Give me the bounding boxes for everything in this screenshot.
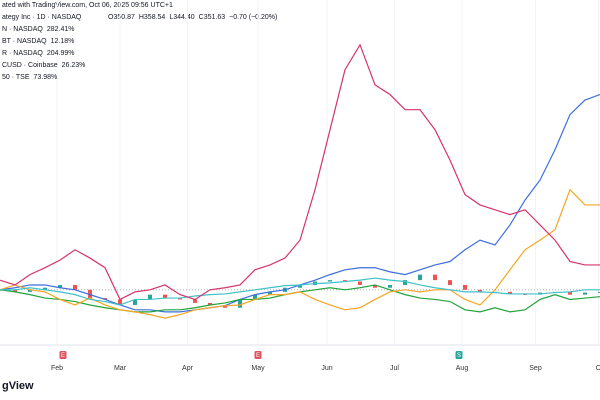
legend-name: CUSD · Coinbase bbox=[2, 62, 58, 69]
candle bbox=[343, 280, 347, 282]
candle bbox=[178, 298, 182, 300]
x-tick-label: Jul bbox=[390, 365, 399, 372]
ohlc-value: C351.63 bbox=[199, 14, 226, 21]
ohlc-value: −0.70 (−0.20%) bbox=[229, 14, 277, 21]
x-tick-label: Apr bbox=[182, 365, 194, 372]
candle bbox=[403, 280, 407, 285]
x-tick-label: Mar bbox=[114, 365, 127, 372]
legend-change: 204.99% bbox=[47, 50, 75, 57]
candle bbox=[28, 289, 32, 292]
candle bbox=[448, 280, 452, 285]
legend-change: 282.41% bbox=[47, 26, 75, 33]
candle bbox=[43, 287, 47, 290]
candle bbox=[388, 284, 392, 288]
candle bbox=[358, 281, 362, 285]
x-tick-label: Feb bbox=[51, 365, 63, 372]
x-tick-label: May bbox=[251, 365, 265, 372]
event-label: E bbox=[61, 353, 65, 359]
candle bbox=[163, 294, 167, 299]
header-symbol: ategy Inc · 1D · NASDAQ bbox=[2, 14, 82, 21]
candle bbox=[583, 292, 587, 295]
candle bbox=[73, 284, 77, 290]
x-tick-label: Sep bbox=[529, 365, 542, 372]
candle bbox=[238, 299, 242, 308]
ohlc-value: O350.87 bbox=[108, 14, 135, 21]
candle bbox=[88, 289, 92, 299]
candle bbox=[118, 299, 122, 305]
series-line bbox=[0, 43, 600, 301]
legend-name: BT · NASDAQ bbox=[2, 38, 47, 45]
candle bbox=[193, 299, 197, 303]
legend-name: 50 · TSE bbox=[2, 74, 30, 81]
candle bbox=[508, 291, 512, 294]
candle bbox=[133, 299, 137, 305]
candle bbox=[418, 274, 422, 281]
candle bbox=[433, 274, 437, 281]
candle bbox=[373, 284, 377, 288]
candle bbox=[328, 280, 332, 282]
candle bbox=[253, 294, 257, 300]
candle bbox=[568, 291, 572, 295]
candle bbox=[463, 284, 467, 290]
candle bbox=[58, 284, 62, 288]
ohlc-value: H358.54 bbox=[139, 14, 166, 21]
legend-name: R · NASDAQ bbox=[2, 50, 43, 57]
legend-name: N · NASDAQ bbox=[2, 26, 43, 33]
candle bbox=[268, 291, 272, 295]
event-label: E bbox=[256, 353, 260, 359]
candle bbox=[103, 298, 107, 300]
candle bbox=[223, 304, 227, 308]
candle bbox=[478, 289, 482, 293]
candle bbox=[598, 291, 600, 293]
event-badge bbox=[455, 351, 463, 359]
x-tick-label: Jun bbox=[321, 365, 332, 372]
series-line bbox=[0, 277, 600, 306]
candle bbox=[208, 302, 212, 305]
legend-change: 73.98% bbox=[34, 74, 58, 81]
x-tick-label: Aug bbox=[456, 365, 469, 372]
candle bbox=[13, 289, 17, 292]
legend-change: 12.18% bbox=[51, 38, 75, 45]
header-credit: ated with TradingView.com, Oct 06, 2025 … bbox=[2, 2, 173, 9]
candle bbox=[298, 284, 302, 288]
candle bbox=[148, 294, 152, 300]
ohlc-value: L344.40 bbox=[169, 14, 194, 21]
event-badge bbox=[59, 351, 67, 359]
event-label: S bbox=[457, 353, 461, 359]
legend-change: 26.23% bbox=[62, 62, 86, 69]
watermark: gView bbox=[2, 380, 34, 392]
event-badge bbox=[254, 351, 262, 359]
series-line bbox=[0, 188, 600, 319]
x-tick-label: O bbox=[596, 365, 600, 372]
